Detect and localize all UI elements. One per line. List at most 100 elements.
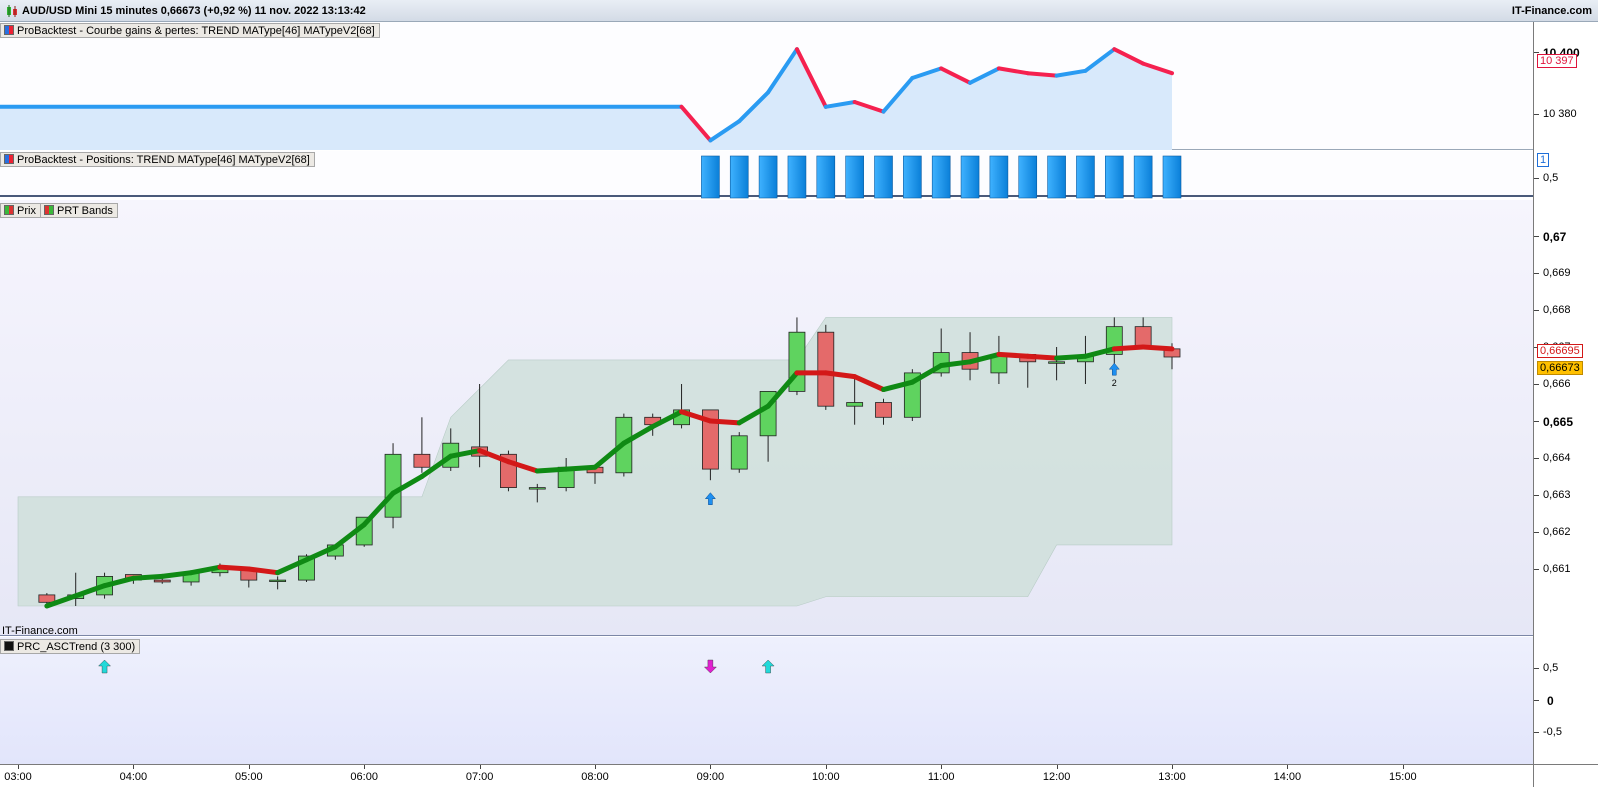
price-y-tick: [1534, 532, 1539, 533]
positions-legend-label: ProBacktest - Positions: TREND MAType[46…: [17, 154, 310, 166]
prix-legend-label: Prix: [17, 205, 36, 217]
equity-segment: [996, 66, 1030, 76]
time-tick: [479, 765, 481, 769]
moving-average-segment: [217, 564, 252, 572]
signal-up-arrow-icon: [98, 659, 112, 674]
candle-swatch-icon: [4, 205, 14, 215]
moving-average-segment: [909, 363, 944, 385]
time-label: 11:00: [927, 771, 955, 783]
moving-average-segment: [448, 448, 483, 459]
time-label: 13:00: [1158, 771, 1186, 783]
price-y-label: 0,661: [1543, 563, 1571, 575]
equity-segment: [794, 47, 828, 109]
last-price-tag: 0,66673: [1537, 361, 1583, 375]
equity-segment: [968, 66, 1001, 85]
moving-average-segment: [765, 370, 800, 409]
position-bar: [1076, 155, 1095, 199]
moving-average-segment: [534, 466, 569, 474]
axis-corner: [1533, 764, 1598, 787]
equity-segment: [939, 66, 973, 85]
time-tick: [1056, 765, 1058, 769]
indicator-legend[interactable]: PRC_ASCTrend (3 300): [0, 639, 141, 654]
time-label: 08:00: [581, 771, 609, 783]
time-tick: [364, 765, 366, 769]
position-bar: [701, 155, 720, 199]
moving-average-segment: [361, 490, 396, 528]
positions-value-tag: 1: [1537, 153, 1550, 167]
equity-segment: [1054, 68, 1088, 78]
price-y-axis[interactable]: 0,670,6690,6680,6670,6660,6650,6640,6630…: [1533, 200, 1598, 637]
position-bar: [1162, 155, 1182, 199]
time-label: 14:00: [1273, 771, 1302, 783]
equity-y-axis[interactable]: 10 400 10 380: [1533, 22, 1598, 151]
time-tick: [1287, 765, 1289, 769]
candle-body: [875, 402, 892, 418]
buy-arrow-icon: [1108, 362, 1120, 376]
moving-average-segment: [44, 583, 108, 609]
moving-average-segment: [304, 544, 338, 563]
moving-average-segment: [563, 464, 598, 472]
bands-legend[interactable]: PRT Bands: [40, 203, 118, 218]
moving-average-segment: [332, 522, 367, 550]
moving-average-segment: [102, 575, 136, 589]
time-tick: [18, 765, 19, 769]
candle-body: [153, 579, 171, 583]
position-bar: [729, 155, 749, 199]
moving-average-segment: [650, 409, 685, 430]
brand-label[interactable]: IT-Finance.com: [1511, 5, 1592, 17]
prix-legend[interactable]: Prix: [0, 203, 41, 218]
time-tick: [1172, 765, 1173, 769]
price-y-tick: [1534, 347, 1539, 348]
time-tick: [710, 765, 712, 769]
moving-average-segment: [1054, 353, 1088, 361]
equity-segment: [852, 100, 886, 114]
candle-body: [38, 594, 56, 603]
moving-average-segment: [967, 351, 1002, 365]
moving-average-segment: [130, 573, 165, 581]
indicator-y-label: -0,5: [1543, 726, 1562, 738]
time-label: 12:00: [1042, 771, 1071, 783]
position-bar: [874, 155, 893, 199]
moving-average-segment: [275, 557, 309, 576]
price-y-tick: [1534, 569, 1539, 570]
bands-swatch-icon: [44, 205, 54, 215]
equity-legend-label: ProBacktest - Courbe gains & pertes: TRE…: [17, 25, 375, 37]
buy-arrow-icon: [704, 492, 716, 505]
position-bar: [816, 155, 836, 199]
equity-segment: [679, 104, 713, 143]
time-axis[interactable]: 03:00 04:00 05:00 06:00 07:00 08:00 09:00 10:00…: [0, 764, 1533, 787]
series-swatch-icon: [4, 25, 14, 35]
moving-average-segment: [419, 453, 454, 479]
indicator-legend-label: PRC_ASCTrend (3 300): [17, 641, 136, 653]
price-y-label: 0,67: [1543, 230, 1567, 244]
time-label: 09:00: [696, 771, 725, 783]
moving-average-segment: [1082, 346, 1117, 359]
title-bar: AUD/USD Mini 15 minutes 0,66673 (+0,92 %…: [0, 0, 1598, 22]
time-label: 05:00: [235, 771, 263, 783]
signal-up-arrow-icon: [761, 659, 775, 674]
moving-average-segment: [505, 459, 540, 474]
indicator-y-axis[interactable]: 0,5 0 -0,5: [1533, 637, 1598, 764]
position-bar: [960, 155, 980, 199]
moving-average-segment: [246, 566, 281, 576]
time-tick: [825, 765, 827, 769]
equity-segment: [1112, 47, 1146, 66]
chart-canvas[interactable]: 2: [0, 0, 1533, 764]
moving-average-segment: [592, 440, 627, 470]
price-y-label: 0,669: [1543, 267, 1571, 279]
candle-body: [702, 409, 719, 470]
moving-average-segment: [188, 564, 223, 576]
candlestick-icon: [7, 5, 17, 17]
equity-legend[interactable]: ProBacktest - Courbe gains & pertes: TRE…: [0, 23, 380, 38]
equity-segment: [1083, 47, 1117, 73]
moving-average-segment: [159, 570, 194, 579]
time-label: 06:00: [350, 771, 378, 783]
candle-body: [528, 487, 546, 490]
positions-legend[interactable]: ProBacktest - Positions: TREND MAType[46…: [0, 152, 315, 167]
candle-body: [269, 579, 287, 582]
candle-body: [413, 453, 431, 468]
time-tick: [595, 765, 596, 769]
bands-legend-label: PRT Bands: [57, 205, 113, 217]
price-y-tick: [1534, 273, 1539, 274]
indicator-swatch-icon: [4, 641, 14, 651]
